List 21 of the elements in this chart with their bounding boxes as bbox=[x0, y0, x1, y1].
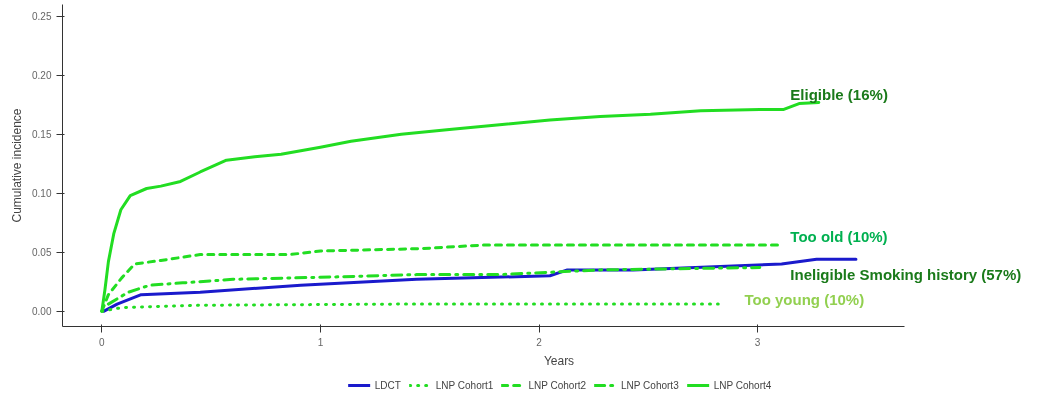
y-tick-label: 0.15 bbox=[32, 129, 52, 141]
legend-label: LNP Cohort2 bbox=[528, 379, 587, 391]
y-tick-label: 0.05 bbox=[32, 247, 52, 259]
annotation: Eligible (16%) bbox=[790, 86, 888, 104]
x-tick-label: 1 bbox=[317, 336, 324, 348]
annotation: Ineligible Smoking history (57%) bbox=[790, 266, 1022, 284]
x-tick-label: 2 bbox=[536, 336, 543, 348]
annotation: Too old (10%) bbox=[790, 227, 888, 245]
legend-label: LDCT bbox=[374, 379, 401, 391]
legend-label: LNP Cohort3 bbox=[621, 379, 679, 391]
y-axis-title: Cumulative incidence bbox=[10, 108, 25, 223]
legend-label: LNP Cohort4 bbox=[713, 379, 772, 391]
y-tick-label: 0.00 bbox=[32, 306, 52, 318]
x-tick-label: 0 bbox=[99, 336, 106, 348]
y-tick-label: 0.20 bbox=[32, 70, 52, 82]
y-tick-label: 0.25 bbox=[32, 11, 52, 23]
annotation: Too young (10%) bbox=[744, 290, 865, 308]
x-tick-label: 3 bbox=[754, 336, 761, 348]
y-tick-label: 0.10 bbox=[32, 188, 52, 200]
x-axis-title: Years bbox=[543, 353, 575, 368]
legend-label: LNP Cohort1 bbox=[435, 379, 494, 391]
